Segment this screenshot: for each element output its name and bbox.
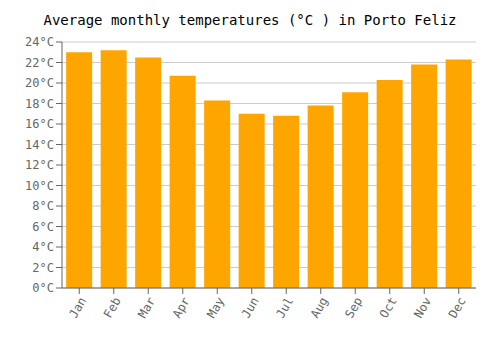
svg-text:Dec: Dec: [446, 295, 469, 321]
svg-text:Jan: Jan: [66, 295, 89, 321]
svg-text:Apr: Apr: [170, 295, 193, 321]
svg-text:Mar: Mar: [135, 295, 158, 321]
svg-text:Jul: Jul: [273, 295, 296, 321]
svg-text:0°C: 0°C: [32, 281, 54, 295]
svg-text:18°C: 18°C: [25, 97, 54, 111]
svg-text:Feb: Feb: [101, 295, 124, 321]
svg-text:8°C: 8°C: [32, 199, 54, 213]
svg-text:12°C: 12°C: [25, 158, 54, 172]
svg-text:24°C: 24°C: [25, 35, 54, 49]
svg-text:Oct: Oct: [377, 295, 400, 321]
svg-text:16°C: 16°C: [25, 117, 54, 131]
svg-text:14°C: 14°C: [25, 138, 54, 152]
svg-text:Sep: Sep: [342, 295, 365, 321]
svg-text:22°C: 22°C: [25, 56, 54, 70]
svg-text:2°C: 2°C: [32, 261, 54, 275]
html-text:Average monthly temperatures (: Average monthly temperatures (°C ) in Po…: [43, 12, 457, 28]
svg-text:6°C: 6°C: [32, 220, 54, 234]
svg-text:20°C: 20°C: [25, 76, 54, 90]
svg-text:Nov: Nov: [411, 295, 434, 321]
svg-text:Aug: Aug: [308, 295, 331, 321]
svg-text:Jun: Jun: [239, 295, 262, 321]
svg-text:May: May: [204, 295, 227, 321]
svg-text:4°C: 4°C: [32, 240, 54, 254]
svg-text:10°C: 10°C: [25, 179, 54, 193]
